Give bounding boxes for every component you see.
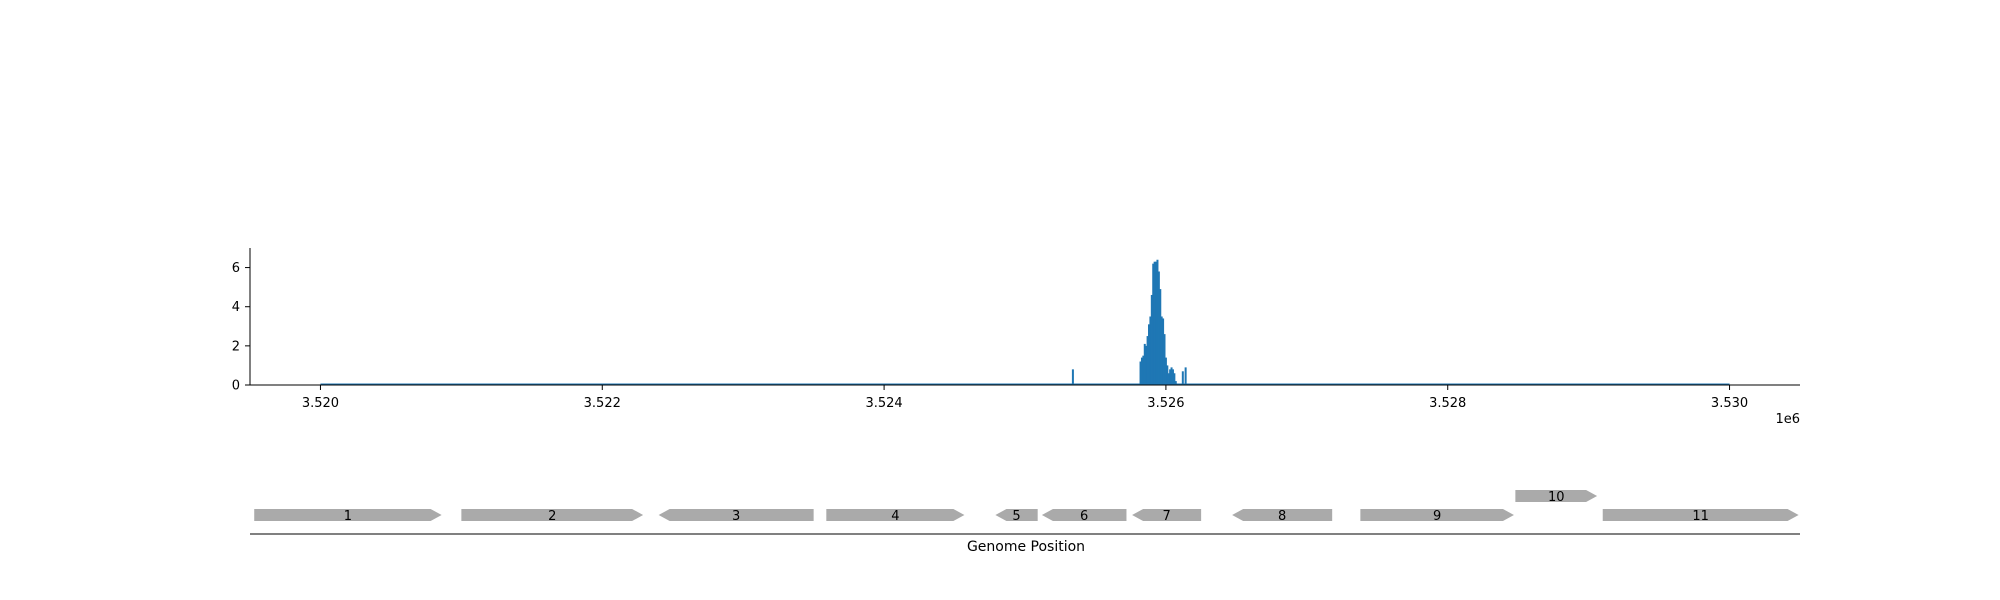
coverage-bar: [1162, 318, 1165, 385]
gene-label: 7: [1162, 509, 1170, 524]
gene-feature: 1: [254, 509, 442, 524]
coverage-bar: [1153, 261, 1156, 385]
x-tick-label: 3.524: [865, 396, 902, 411]
x-tick-label: 3.522: [584, 396, 621, 411]
x-tick-label: 3.528: [1429, 396, 1466, 411]
gene-label: 2: [548, 509, 556, 524]
coverage-bar: [1148, 324, 1150, 385]
coverage-bar: [1145, 345, 1148, 385]
coverage-bar: [1164, 357, 1167, 385]
gene-label: 6: [1080, 509, 1088, 524]
gene-arrow: [1602, 509, 1799, 521]
gene-label: 11: [1692, 509, 1709, 524]
gene-arrow: [826, 509, 965, 521]
gene-label: 8: [1278, 509, 1286, 524]
gene-label: 1: [344, 509, 352, 524]
coverage-bar: [1169, 369, 1172, 385]
y-tick-label: 4: [232, 300, 240, 315]
coverage-bar: [1171, 369, 1174, 385]
gene-feature: 4: [826, 509, 965, 524]
coverage-bar: [1173, 373, 1176, 385]
gene-feature: 5: [995, 509, 1038, 524]
coverage-plot: [320, 259, 1730, 386]
gene-track-axis-title: Genome Position: [967, 539, 1085, 555]
coverage-bar: [1181, 371, 1184, 385]
gene-feature: 11: [1602, 509, 1799, 524]
coverage-bar: [1150, 294, 1153, 385]
coverage-bar: [1156, 259, 1159, 385]
coverage-bar: [1159, 289, 1162, 385]
gene-arrow: [1515, 490, 1598, 502]
coverage-bar: [1157, 271, 1160, 385]
gene-arrow: [1360, 509, 1514, 521]
coverage-bar: [1174, 381, 1177, 385]
gene-feature: 7: [1132, 509, 1202, 524]
gene-feature: 3: [658, 509, 814, 524]
y-axis-ticks: 0 2 4 6: [232, 261, 250, 394]
gene-arrow: [254, 509, 442, 521]
x-axis-offset-label: 1e6: [1775, 412, 1800, 427]
x-tick-label: 3.526: [1147, 396, 1184, 411]
gene-feature: 8: [1232, 509, 1333, 524]
gene-arrow: [1232, 509, 1333, 521]
coverage-bar: [1160, 316, 1163, 385]
coverage-bar: [1170, 367, 1173, 385]
coverage-bar: [1167, 373, 1170, 385]
gene-label: 10: [1548, 490, 1565, 505]
gene-feature: 10: [1515, 490, 1598, 505]
gene-arrow: [995, 509, 1038, 521]
gene-feature: 6: [1041, 509, 1127, 524]
gene-label: 4: [891, 509, 899, 524]
coverage-bar: [1146, 336, 1149, 385]
gene-arrow: [658, 509, 814, 521]
gene-label: 3: [732, 509, 740, 524]
coverage-bar: [1155, 261, 1158, 385]
gene-arrow: [461, 509, 644, 521]
gene-feature: 9: [1360, 509, 1514, 524]
coverage-bar: [1163, 334, 1166, 385]
coverage-bar: [1149, 316, 1152, 385]
x-tick-label: 3.530: [1711, 396, 1748, 411]
coverage-bar: [1071, 369, 1074, 385]
x-tick-label: 3.520: [302, 396, 339, 411]
gene-arrow: [1041, 509, 1127, 521]
gene-arrow: [1132, 509, 1202, 521]
coverage-bar: [1184, 367, 1187, 385]
gene-feature: 2: [461, 509, 644, 524]
coverage-bar: [1152, 263, 1155, 385]
x-axis-ticks: 3.520 3.522 3.524 3.526 3.528 3.530: [302, 385, 1748, 411]
coverage-bar: [1139, 361, 1142, 385]
gene-label: 9: [1433, 509, 1441, 524]
y-tick-label: 0: [232, 379, 240, 394]
coverage-bar: [1140, 357, 1143, 385]
coverage-bar: [1143, 343, 1146, 385]
coverage-bar: [1142, 355, 1145, 385]
gene-label: 5: [1012, 509, 1020, 524]
gene-track: 1 2 3 4 5 6 7 8 9 10 11: [254, 490, 1799, 524]
y-tick-label: 2: [232, 339, 240, 354]
coverage-bar: [1166, 365, 1169, 385]
y-tick-label: 6: [232, 261, 240, 276]
